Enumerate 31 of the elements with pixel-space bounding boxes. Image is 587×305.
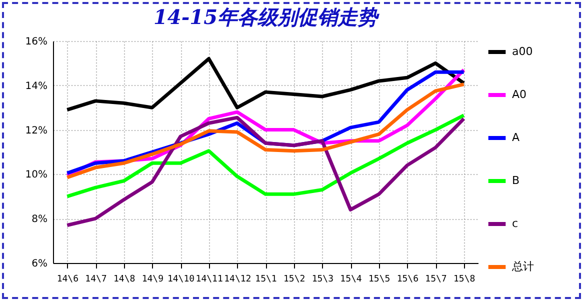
y-tick-label: 6% [32,258,48,270]
legend-label: 总计 [511,260,534,273]
y-tick-label: 12% [25,125,48,136]
x-tick-label: 15\8 [453,274,476,284]
x-tick-label: 15\7 [425,274,447,284]
line-series [65,116,466,228]
x-tick-label: 15\4 [340,274,362,284]
line-series [65,114,466,198]
legend-label: B [512,174,520,187]
legend-label: c [512,217,518,230]
y-tick-label: 16% [25,36,48,48]
x-tick-label: 15\3 [312,274,334,284]
x-tick-label: 15\5 [368,274,390,284]
chart-title: 14-15年各级别促销走势 [154,5,380,29]
y-tick-label: 8% [32,214,48,226]
x-tick-label: 14\8 [113,274,136,284]
legend-label: a00 [512,45,533,58]
x-tick-label: 15\6 [396,274,419,284]
x-tick-label: 14\11 [196,274,223,284]
y-tick-label: 10% [25,170,48,181]
legend-label: A [512,131,520,144]
x-tick-label: 14\7 [85,274,107,284]
y-tick-label: 14% [25,80,48,92]
legend-label: A0 [512,88,527,101]
line-series [65,57,466,112]
x-tick-label: 15\1 [255,274,277,284]
x-tick-label: 14\6 [56,274,79,284]
x-tick-label: 14\10 [167,274,195,284]
x-tick-label: 14\12 [224,274,252,284]
x-tick-label: 15\2 [283,274,306,284]
x-tick-label: 14\9 [142,274,164,284]
